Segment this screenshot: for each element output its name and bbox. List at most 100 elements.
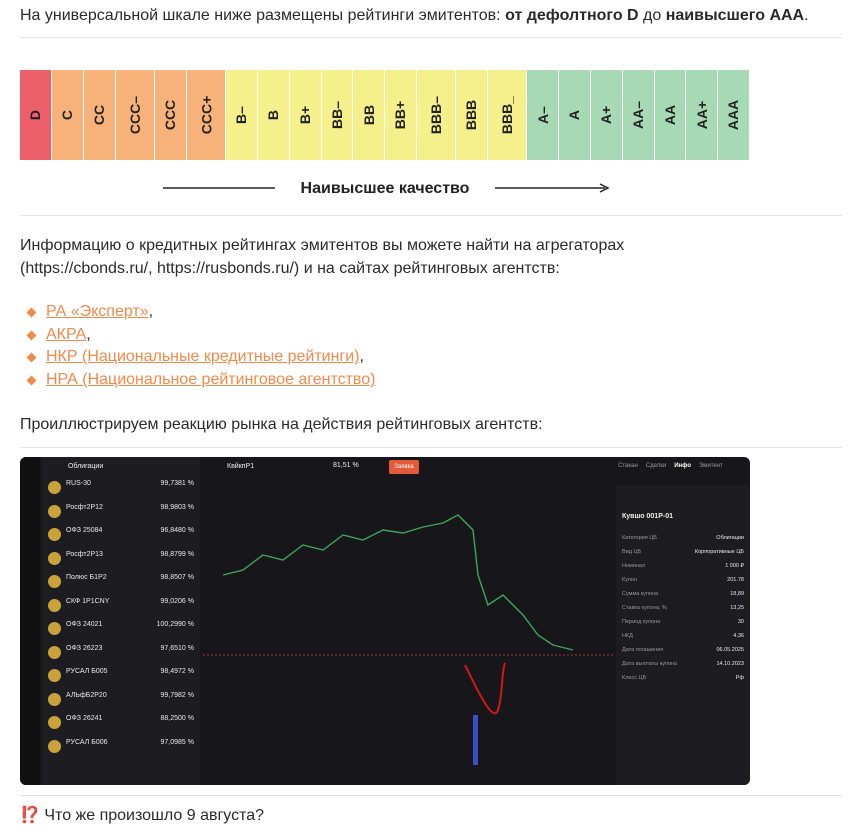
bond-price: 98,4972 % [160, 668, 194, 675]
agency-link[interactable]: РА «Эксперт» [46, 303, 149, 320]
divider [20, 37, 842, 38]
info-paragraph: Информацию о кредитных рейтингах эмитент… [20, 237, 625, 277]
info-label: НКД [622, 633, 633, 639]
bond-price: 99,7381 % [160, 480, 194, 487]
bond-row[interactable]: Полюс Б1Р2 98,8507 % [46, 571, 196, 594]
rating-box: D [20, 70, 51, 160]
info-value: 30 [737, 619, 744, 625]
info-row: Сумма купона 18,89 [622, 591, 744, 601]
intro-bold: наивысшего ААА [665, 7, 805, 24]
rating-label: AA– [630, 100, 647, 130]
rating-box: CCC– [115, 70, 154, 160]
rating-label: CCC– [126, 95, 143, 135]
price-path [222, 514, 574, 651]
bond-row[interactable]: РУСАЛ Б005 98,4972 % [46, 665, 196, 688]
bond-row[interactable]: RUS-30 99,7381 % [46, 477, 196, 500]
rating-box: A [559, 70, 590, 160]
bond-icon [48, 692, 61, 706]
rating-box: B+ [289, 70, 321, 160]
rating-scale: D C CC CCC– CCC CCC+ B– B B+ BB– BB BB+ BBB– BBB BBB_ A… [20, 70, 750, 160]
rating-label: AA+ [693, 100, 710, 130]
rating-box: A– [527, 70, 559, 160]
bond-price: 100,2990 % [156, 621, 194, 628]
rating-box: BBB_ [488, 70, 527, 160]
rating-box: BBB [456, 70, 488, 160]
volume-spike [473, 715, 478, 765]
bond-price: 98,8799 % [160, 550, 194, 558]
divider [20, 215, 842, 216]
bond-price: 97,0985 % [160, 738, 194, 746]
info-label: Период купона [622, 619, 661, 625]
info-value: 14.10.2023 [716, 661, 744, 667]
bond-name: Полюс Б1Р2 [66, 574, 107, 581]
bond-row[interactable]: ОФЗ 26241 88,2500 % [46, 712, 196, 735]
info-row: Вид ЦБ Корпоративные ЦБ [622, 549, 744, 559]
agency-link[interactable]: НКР (Национальные кредитные рейтинги) [46, 348, 360, 366]
rating-box: B [257, 70, 289, 160]
bond-price: 88,2500 % [160, 715, 194, 722]
rating-box: A+ [590, 70, 622, 160]
rating-box: CCC [154, 70, 186, 160]
bond-row[interactable]: Росфт2Р12 98,9803 % [46, 501, 196, 524]
info-label: Купон [622, 577, 638, 583]
order-button[interactable]: Заявка [389, 460, 419, 474]
info-row: Купон 201.78 [622, 577, 744, 587]
intro: На универсальной шкале ниже размещены ре… [20, 4, 809, 27]
bond-name: ОФЗ 26241 [66, 715, 103, 722]
bond-list: Облигации RUS-30 99,7381 % Росфт2Р12 98,980… [42, 457, 200, 785]
info-row: Дата выплаты купона 14.10.2023 [622, 661, 744, 671]
info-value: 4,36 [733, 633, 744, 639]
info-label: Класс ЦБ [622, 675, 647, 681]
rating-label: A+ [598, 105, 615, 125]
rating-label: BBB– [428, 95, 445, 135]
bond-row[interactable]: РУСАЛ Б006 97,0985 % [46, 736, 196, 759]
agency-link[interactable]: НРА (Национальное рейтинговое агентство) [46, 371, 376, 389]
info-row: Дата погашения 06.05.2025 [622, 647, 744, 657]
agency-item: НРА (Национальное рейтинговое агентство) [20, 369, 375, 392]
bond-price: 98,9803 % [160, 503, 194, 511]
rating-box: BB+ [385, 70, 417, 160]
bond-name: Росфт2Р13 [66, 550, 103, 558]
price-chart [203, 514, 613, 765]
separator: , [359, 348, 364, 366]
bond-name: РУСАЛ Б006 [66, 738, 108, 746]
bond-row[interactable]: ОФЗ 25084 96,8480 % [46, 524, 196, 547]
agency-item: РА «Эксперт», [20, 301, 375, 324]
bond-price: 96,8480 % [160, 527, 194, 534]
rating-box: AAA [718, 70, 750, 160]
tab[interactable]: Стакан [618, 463, 638, 469]
rating-box: CC [83, 70, 115, 160]
rating-label: BB– [328, 100, 345, 130]
bond-row[interactable]: Росфт2Р13 98,8799 % [46, 548, 196, 571]
bond-icon [48, 645, 61, 659]
sidebar [20, 457, 40, 785]
bond-row[interactable]: АЛЬфБ2Р20 99,7982 % [46, 689, 196, 712]
rating-label: C [59, 109, 76, 121]
rating-label: AA [661, 104, 678, 126]
tab[interactable]: Эмитент [699, 463, 723, 469]
chart-area: КвйкпР1 81,51 % Заявка [203, 457, 613, 785]
info-value: Облигации [716, 535, 744, 541]
bond-price: 97,6510 % [160, 644, 194, 652]
agency-link[interactable]: АКРА [46, 325, 87, 343]
bond-row[interactable]: СКФ 1Р1CNY 99,0206 % [46, 595, 196, 618]
question-icon: ⁉️ [20, 807, 40, 824]
annotation-stroke [464, 662, 506, 714]
tab[interactable]: Инфо [674, 463, 691, 469]
info-value: 18,89 [730, 591, 744, 597]
bond-name: РУСАЛ Б005 [66, 668, 108, 675]
bond-row[interactable]: ОФЗ 24021 100,2990 % [46, 618, 196, 641]
bond-price: 99,7982 % [160, 691, 194, 699]
tab[interactable]: Сделки [645, 463, 667, 469]
info-row: Ставка купона, % 13,25 [622, 605, 744, 615]
bond-row[interactable]: ОФЗ 26223 97,6510 % [46, 642, 196, 665]
bond-icon [48, 575, 61, 588]
rating-label: BB [360, 104, 377, 126]
arrow-head [599, 183, 610, 193]
intro-text: . [804, 7, 809, 24]
info-value: 201.78 [727, 577, 744, 583]
info-label: Сумма купона [622, 591, 659, 597]
info-value: 1 000 ₽ [725, 563, 744, 569]
rating-label: D [27, 109, 44, 121]
